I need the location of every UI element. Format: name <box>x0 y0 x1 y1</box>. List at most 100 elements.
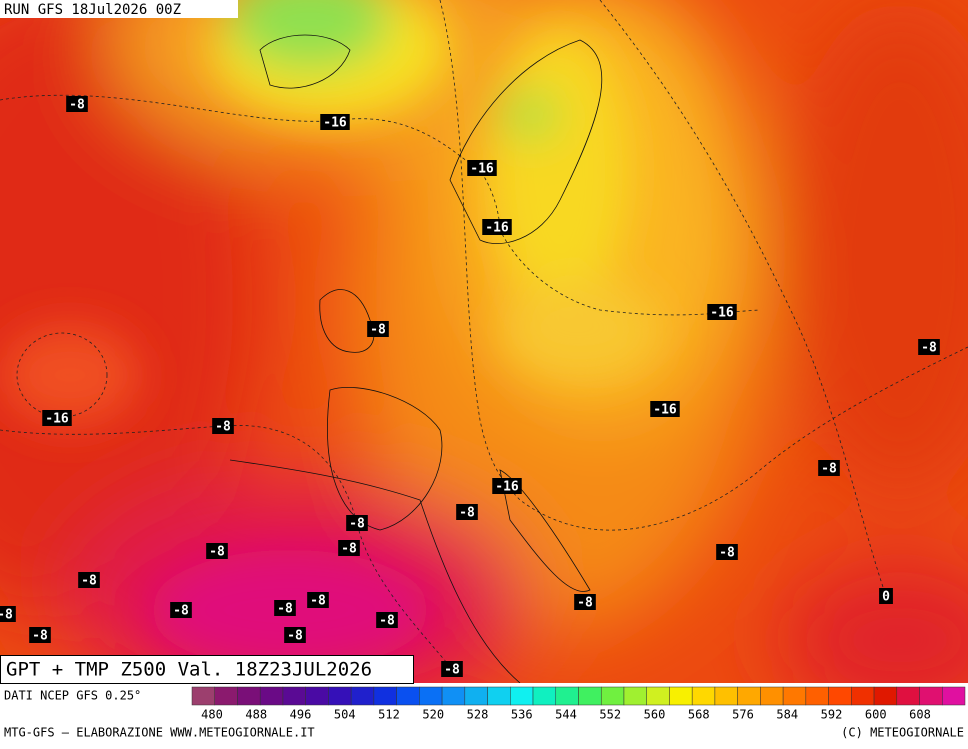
scale-swatch <box>760 686 784 706</box>
contour-label: -8 <box>456 504 478 521</box>
contour-label-box <box>456 504 478 520</box>
scale-label: 568 <box>688 708 710 722</box>
contour-labels: -8 -16 -16 -16 -8 -16 -8 -16 -8 -16 -8 -16 -8 -8 -8 -8 -… <box>0 96 940 678</box>
run-label: RUN GFS 18Jul2026 00Z <box>4 2 181 18</box>
contour-label-text: -8 <box>444 663 460 678</box>
scale-swatch <box>419 686 443 706</box>
scale-swatch <box>851 686 875 706</box>
contour-label: -8 <box>212 418 234 435</box>
contour-label-text: -8 <box>821 462 837 477</box>
contour-label-text: -8 <box>577 596 593 611</box>
contour-label: -8 <box>818 460 840 477</box>
contour-label-box <box>78 572 100 588</box>
contour-label: -16 <box>320 114 350 131</box>
contour-label-box <box>716 544 738 560</box>
contour-label-text: -16 <box>45 412 69 427</box>
scale-swatch <box>191 686 215 706</box>
contour-label: -8 <box>716 544 738 561</box>
contour-label-text: -8 <box>215 420 231 435</box>
scale-swatch <box>669 686 693 706</box>
title-box <box>0 655 414 684</box>
contour-label-box <box>320 114 350 130</box>
contour-label-box <box>66 96 88 112</box>
contour-label-text: -8 <box>370 323 386 338</box>
scale-swatch <box>691 686 716 706</box>
map-title: GPT + TMP Z500 Val. 18Z23JUL2026 <box>6 659 372 681</box>
scale-label: 536 <box>511 708 533 722</box>
scale-swatch <box>487 686 511 706</box>
scale-label: 512 <box>378 708 400 722</box>
contour-label-box <box>879 588 893 604</box>
contour-label: -8 <box>367 321 389 338</box>
contour-label-box <box>307 592 329 608</box>
contour-label-text: -16 <box>323 116 347 131</box>
scale-label: 480 <box>201 708 223 722</box>
scale-swatch <box>782 686 807 706</box>
coastlines <box>229 34 603 683</box>
footer-left: MTG-GFS – ELABORAZIONE WWW.METEOGIORNALE… <box>4 726 315 740</box>
contour-label: -16 <box>707 304 737 321</box>
scale-label: 584 <box>776 708 798 722</box>
scale-swatch <box>805 686 829 706</box>
run-box <box>0 0 238 18</box>
scale-swatch <box>646 686 670 706</box>
contour-label-text: -8 <box>341 542 357 557</box>
scale-swatch <box>259 686 284 706</box>
scale-swatch <box>896 686 920 706</box>
scale-label: 608 <box>909 708 931 722</box>
scale-swatch <box>919 686 943 706</box>
contour-label-box <box>42 410 72 426</box>
scale-swatch <box>441 686 466 706</box>
scale-swatch <box>942 686 966 706</box>
contour-label: -8 <box>307 592 329 609</box>
map-field: -8 -16 -16 -16 -8 -16 -8 -16 -8 -16 -8 -16 -8 -8 -8 -8 -… <box>0 0 968 683</box>
contour-label-box <box>274 600 296 616</box>
scale-swatch <box>282 686 306 706</box>
scale-label: 504 <box>334 708 356 722</box>
contour-label-box <box>376 612 398 628</box>
contour-label-box <box>284 627 306 643</box>
scale-swatch <box>510 686 534 706</box>
contour-label: -16 <box>650 401 680 418</box>
contour-label: -8 <box>66 96 88 113</box>
contour-label-box <box>367 321 389 337</box>
scale-label: 592 <box>821 708 843 722</box>
contour-label-text: -8 <box>81 574 97 589</box>
contour-label: -16 <box>42 410 72 427</box>
footer-right: (C) METEOGIORNALE <box>841 726 964 740</box>
contour-label-box <box>29 627 51 643</box>
scale-swatch <box>532 686 557 706</box>
contour-label: -8 <box>918 339 940 356</box>
contour-label-text: -8 <box>310 594 326 609</box>
contour-label-text: -8 <box>287 629 303 644</box>
contour-label-text: -8 <box>719 546 735 561</box>
scale-swatch <box>555 686 579 706</box>
contour-label-text: -8 <box>459 506 475 521</box>
contour-label: -8 <box>170 602 192 619</box>
contour-label-box <box>441 661 463 677</box>
contour-label: -16 <box>467 160 497 177</box>
scale-swatch <box>578 686 602 706</box>
contour-label: -8 <box>574 594 596 611</box>
scale-label: 560 <box>644 708 666 722</box>
contour-label-box <box>170 602 192 618</box>
contour-label-box <box>338 540 360 556</box>
contour-label-text: -8 <box>173 604 189 619</box>
scale-label: 576 <box>732 708 754 722</box>
source-label: DATI NCEP GFS 0.25° <box>4 689 141 703</box>
contour-label-text: -8 <box>921 341 937 356</box>
scale-swatch <box>373 686 397 706</box>
contour-label-text: -8 <box>32 629 48 644</box>
contour-label-box <box>0 606 16 622</box>
contour-label-box <box>918 339 940 355</box>
scale-swatch <box>237 686 261 706</box>
scale-label: 520 <box>422 708 444 722</box>
contour-label-box <box>492 478 522 494</box>
contour-label-text: -8 <box>379 614 395 629</box>
contour-label: 0 <box>879 588 893 605</box>
contour-label: -16 <box>492 478 522 495</box>
contour-label-text: -8 <box>0 608 13 623</box>
contour-label: -8 <box>206 543 228 560</box>
